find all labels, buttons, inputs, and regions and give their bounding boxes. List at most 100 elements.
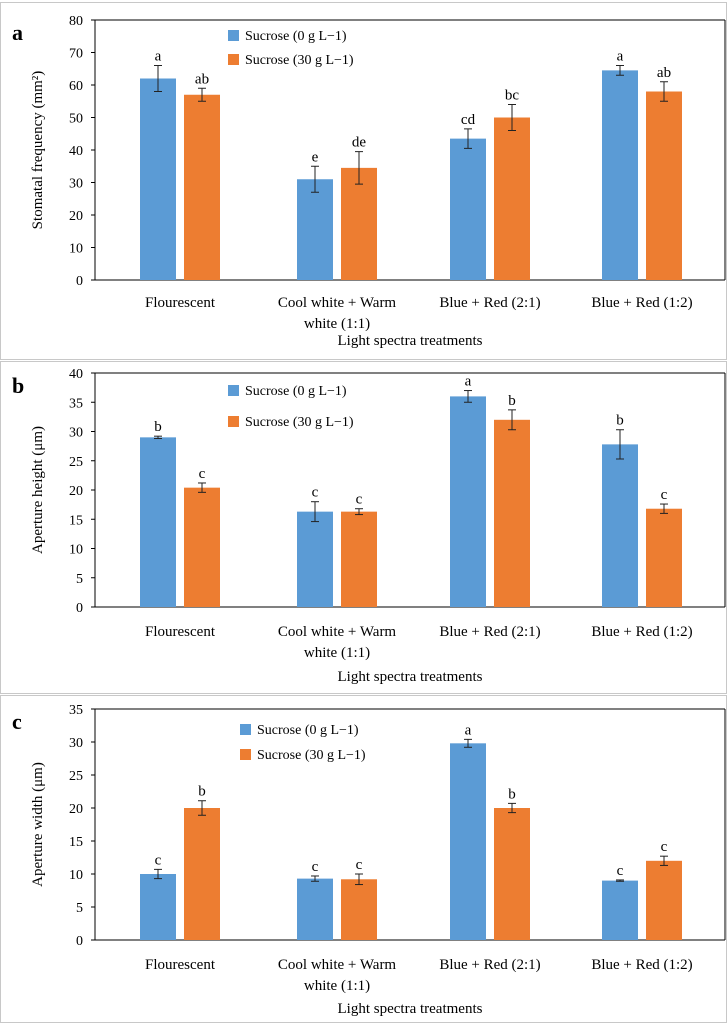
bar-series2 — [494, 419, 530, 607]
bar-series1 — [602, 444, 638, 607]
y-tick-label: 30 — [69, 736, 83, 751]
bar-series1 — [297, 179, 333, 280]
chart-svg-a: a 0 10 20 30 40 50 60 70 80 Stomatal frequency (mm… — [12, 14, 726, 349]
x-category-label: Cool white + Warm — [278, 295, 397, 311]
x-category-label: Blue + Red (2:1) — [439, 295, 540, 311]
y-tick-label: 15 — [69, 835, 83, 850]
x-category-label: Flourescent — [145, 295, 216, 311]
y-tick-label: 0 — [76, 274, 83, 289]
bar-series2 — [341, 879, 377, 940]
x-axis-title: Light spectra treatments — [338, 669, 483, 685]
significance-letter: b — [616, 413, 624, 429]
legend-label-series2: Sucrose (30 g L−1) — [257, 748, 366, 763]
x-category-label: white (1:1) — [304, 645, 370, 661]
y-axis-title: Aperture width (μm) — [30, 762, 46, 887]
y-tick-label: 50 — [69, 112, 83, 127]
y-tick-label: 60 — [69, 79, 83, 94]
legend-label-series2: Sucrose (30 g L−1) — [245, 53, 354, 68]
panel-label: b — [12, 373, 24, 398]
significance-letter: c — [356, 492, 363, 508]
bar-series1 — [297, 878, 333, 940]
chart-panel-b: b 0 5 10 15 20 25 30 35 40 Aperture height (μm) b c F… — [0, 361, 727, 694]
y-tick-label: 15 — [69, 513, 83, 528]
x-category-label: Flourescent — [145, 957, 216, 973]
significance-letter: de — [352, 135, 367, 151]
y-tick-label: 35 — [69, 396, 83, 411]
significance-letter: b — [198, 784, 206, 800]
significance-letter: c — [312, 485, 319, 501]
y-axis-title: Stomatal frequency (mm²) — [30, 71, 46, 230]
x-category-label: Flourescent — [145, 624, 216, 640]
y-tick-label: 20 — [69, 484, 83, 499]
x-axis-title: Light spectra treatments — [338, 333, 483, 349]
bar-series1 — [602, 70, 638, 280]
y-tick-label: 0 — [76, 601, 83, 616]
significance-letter: b — [154, 419, 162, 435]
y-tick-label: 25 — [69, 455, 83, 470]
bar-series2 — [341, 167, 377, 280]
x-category-label: Cool white + Warm — [278, 957, 397, 973]
legend-swatch-series2 — [228, 54, 239, 65]
bar-series2 — [494, 117, 530, 280]
bar-series1 — [140, 437, 176, 607]
legend-label-series1: Sucrose (0 g L−1) — [245, 384, 347, 399]
y-tick-label: 5 — [76, 572, 83, 587]
x-category-label: white (1:1) — [304, 978, 370, 994]
y-tick-label: 25 — [69, 769, 83, 784]
y-tick-label: 10 — [69, 543, 83, 558]
y-tick-label: 40 — [69, 144, 83, 159]
legend-swatch-series1 — [240, 724, 251, 735]
y-tick-label: 30 — [69, 426, 83, 441]
significance-letter: c — [155, 852, 162, 868]
chart-panel-c: c 0 5 10 15 20 25 30 35 Aperture width (μm) c b Flou… — [0, 695, 727, 1023]
y-tick-label: 20 — [69, 209, 83, 224]
y-tick-label: 35 — [69, 703, 83, 718]
bar-series2 — [646, 508, 682, 607]
bar-series1 — [140, 874, 176, 940]
legend-swatch-series2 — [240, 749, 251, 760]
chart-svg-c: c 0 5 10 15 20 25 30 35 Aperture width (μm) c b Flou… — [12, 703, 726, 1017]
significance-letter: c — [356, 857, 363, 873]
x-category-label: Blue + Red (2:1) — [439, 624, 540, 640]
significance-letter: c — [199, 466, 206, 482]
y-tick-label: 80 — [69, 14, 83, 29]
x-category-label: Cool white + Warm — [278, 624, 397, 640]
bar-series1 — [450, 138, 486, 280]
significance-letter: b — [508, 393, 516, 409]
significance-letter: ab — [657, 65, 671, 81]
significance-letter: bc — [505, 88, 520, 104]
significance-letter: c — [617, 863, 624, 879]
x-category-label: Blue + Red (1:2) — [591, 957, 692, 973]
y-tick-label: 10 — [69, 242, 83, 257]
y-tick-label: 5 — [76, 901, 83, 916]
significance-letter: a — [617, 49, 624, 65]
y-tick-label: 30 — [69, 177, 83, 192]
legend-swatch-series1 — [228, 30, 239, 41]
legend-swatch-series1 — [228, 385, 239, 396]
bar-series1 — [140, 78, 176, 280]
y-tick-label: 20 — [69, 802, 83, 817]
chart-panel-a: a 0 10 20 30 40 50 60 70 80 Stomatal frequency (mm… — [0, 2, 727, 360]
y-tick-label: 0 — [76, 934, 83, 949]
y-tick-label: 40 — [69, 367, 83, 382]
significance-letter: c — [661, 487, 668, 503]
panel-label: a — [12, 20, 23, 45]
bar-series2 — [184, 487, 220, 607]
y-axis-title: Aperture height (μm) — [30, 426, 46, 554]
significance-letter: c — [312, 859, 319, 875]
bar-series1 — [450, 396, 486, 607]
bar-series2 — [184, 808, 220, 940]
bar-series1 — [450, 743, 486, 940]
significance-letter: b — [508, 786, 516, 802]
legend-label-series1: Sucrose (0 g L−1) — [257, 723, 359, 738]
y-tick-label: 70 — [69, 47, 83, 62]
bar-series1 — [602, 880, 638, 940]
bar-series1 — [297, 511, 333, 607]
significance-letter: e — [312, 149, 319, 165]
x-category-label: Blue + Red (1:2) — [591, 295, 692, 311]
bar-series2 — [494, 808, 530, 940]
significance-letter: cd — [461, 112, 476, 128]
chart-svg-b: b 0 5 10 15 20 25 30 35 40 Aperture height (μm) b c F… — [12, 367, 726, 685]
legend-label-series2: Sucrose (30 g L−1) — [245, 415, 354, 430]
x-axis-title: Light spectra treatments — [338, 1001, 483, 1017]
